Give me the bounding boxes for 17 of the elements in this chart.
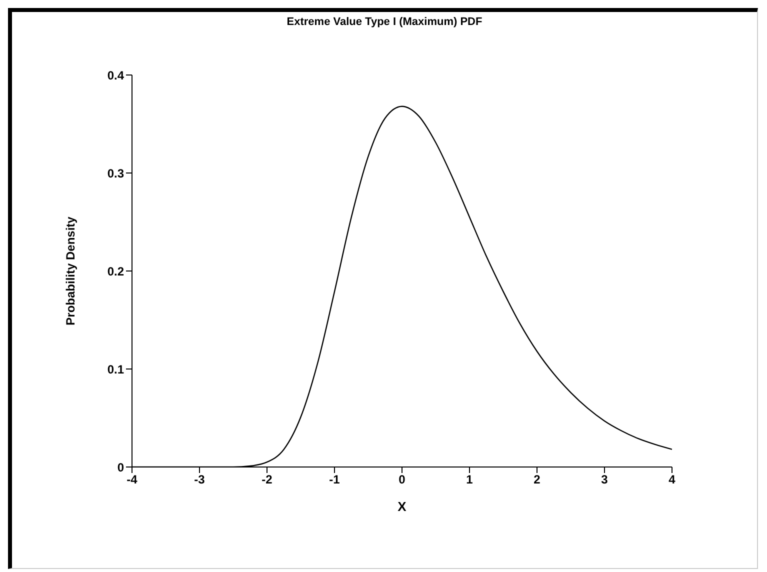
x-tick-label: 0 [398, 472, 406, 487]
y-tick-label: 0.1 [107, 362, 124, 376]
x-tick-label: 2 [534, 472, 541, 487]
y-tick-label: 0.3 [107, 166, 124, 180]
x-tick-label: -3 [194, 472, 206, 487]
chart-title: Extreme Value Type I (Maximum) PDF [286, 16, 484, 28]
y-tick-label: 0.2 [107, 264, 124, 278]
y-tick-label: 0 [117, 460, 124, 474]
x-tick-label: 1 [466, 472, 474, 487]
x-tick-label: -4 [126, 472, 138, 487]
y-axis-title: Probability Density [63, 216, 78, 326]
x-tick-label: 3 [601, 472, 608, 487]
x-tick-label: 4 [668, 472, 676, 487]
x-axis-title: X [398, 499, 407, 514]
y-tick-label: 0.4 [107, 68, 124, 82]
x-tick-label: -1 [329, 472, 340, 487]
x-tick-label: -2 [262, 472, 273, 487]
